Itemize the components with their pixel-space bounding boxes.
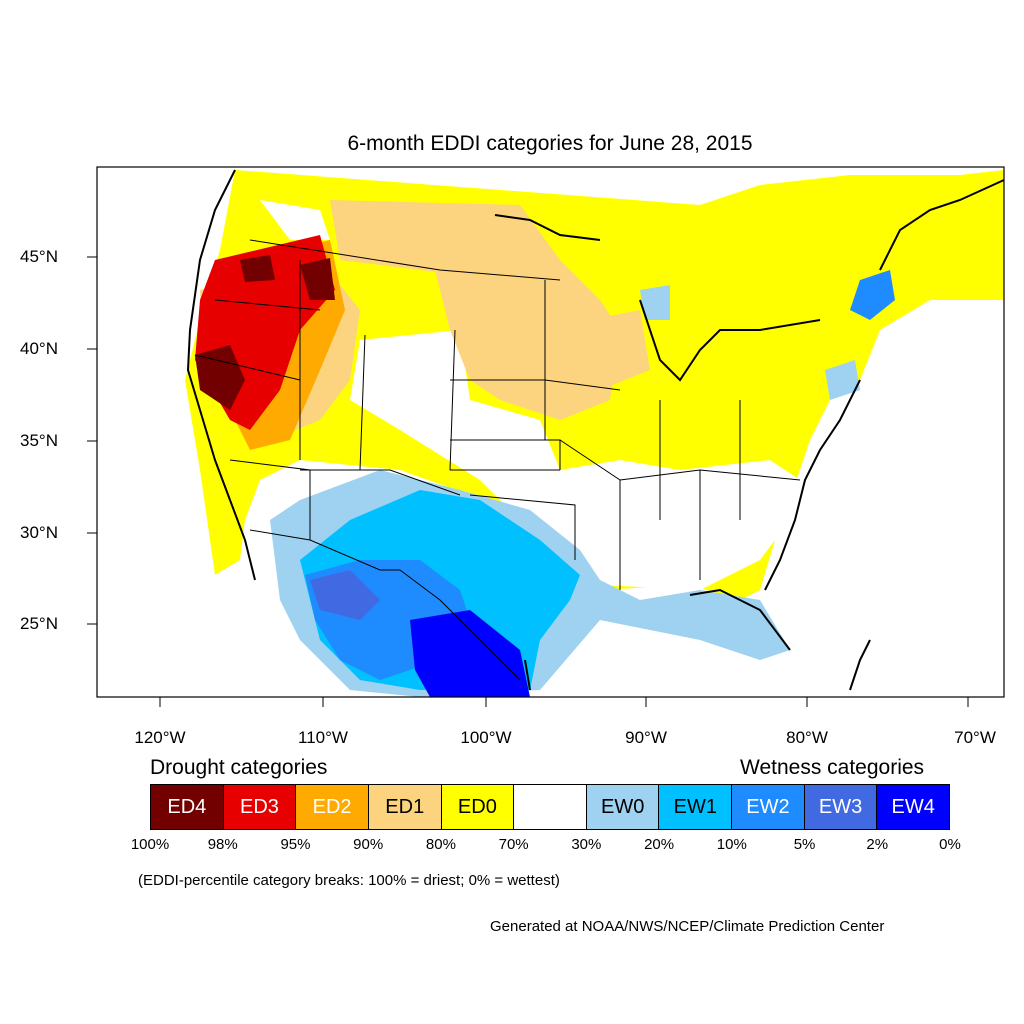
percentile-break: 98%: [207, 836, 238, 853]
lon-label-120: 120°W: [134, 728, 186, 747]
legend-cell-ed0: ED0: [441, 785, 515, 829]
map-frame: [96, 166, 1005, 698]
category-legend: ED4 ED3 ED2 ED1 ED0 EW0 EW1 EW2 EW3 EW4: [150, 784, 950, 830]
percentile-break: 10%: [716, 836, 747, 853]
legend-cell-ed4: ED4: [151, 785, 224, 829]
ed1-plains-north: [330, 200, 560, 280]
lon-label-80: 80°W: [786, 728, 828, 747]
lat-label-30: 30°N: [20, 523, 58, 542]
ew-lakes: [640, 285, 670, 320]
lat-label-35: 35°N: [20, 431, 58, 450]
map-title: 6-month EDDI categories for June 28, 201…: [347, 132, 753, 155]
percentile-break: 5%: [793, 836, 816, 853]
ed1-plains: [430, 240, 620, 420]
legend-cell-ed2: ED2: [296, 785, 369, 829]
legend-cell-ew0: EW0: [586, 785, 660, 829]
credit-line: Generated at NOAA/NWS/NCEP/Climate Predi…: [490, 918, 885, 935]
percentile-break: 90%: [353, 836, 384, 853]
ed4-west-3: [240, 255, 275, 282]
legend-cell-ed3: ED3: [223, 785, 297, 829]
percentile-break: 95%: [280, 836, 311, 853]
legend-cell-ew4: EW4: [877, 785, 950, 829]
percentile-note: (EDDI-percentile category breaks: 100% =…: [138, 872, 560, 889]
percentile-break: 80%: [425, 836, 456, 853]
lon-label-90: 90°W: [625, 728, 667, 747]
lat-label-40: 40°N: [20, 339, 58, 358]
lat-label-45: 45°N: [20, 247, 58, 266]
percentile-break: 70%: [498, 836, 529, 853]
ew3-south: [310, 570, 380, 620]
legend-cell-ed1: ED1: [368, 785, 442, 829]
drought-heading: Drought categories: [150, 756, 328, 779]
lat-label-25: 25°N: [20, 614, 58, 633]
legend-cell-normal: [514, 785, 587, 829]
white-interior: [350, 330, 800, 590]
percentile-break: 100%: [130, 836, 170, 853]
lon-label-100: 100°W: [460, 728, 512, 747]
ew-midatlantic: [825, 360, 860, 400]
lon-label-110: 110°W: [298, 728, 348, 747]
ew4-texas: [410, 610, 530, 697]
percentile-break: 20%: [644, 836, 675, 853]
ed4-west-2: [300, 258, 335, 300]
lon-label-70: 70°W: [954, 728, 996, 747]
legend-cell-ew2: EW2: [732, 785, 805, 829]
white-north: [260, 200, 330, 240]
percentile-break: 0%: [939, 836, 961, 853]
legend-cell-ew1: EW1: [659, 785, 733, 829]
legend-cell-ew3: EW3: [804, 785, 878, 829]
percentile-break: 30%: [571, 836, 602, 853]
ed4-west-1: [195, 345, 245, 410]
ed1-wisconsin: [590, 310, 650, 390]
percentile-break: 2%: [866, 836, 889, 853]
wetness-heading: Wetness categories: [740, 756, 925, 779]
ew-northeast: [850, 270, 895, 320]
